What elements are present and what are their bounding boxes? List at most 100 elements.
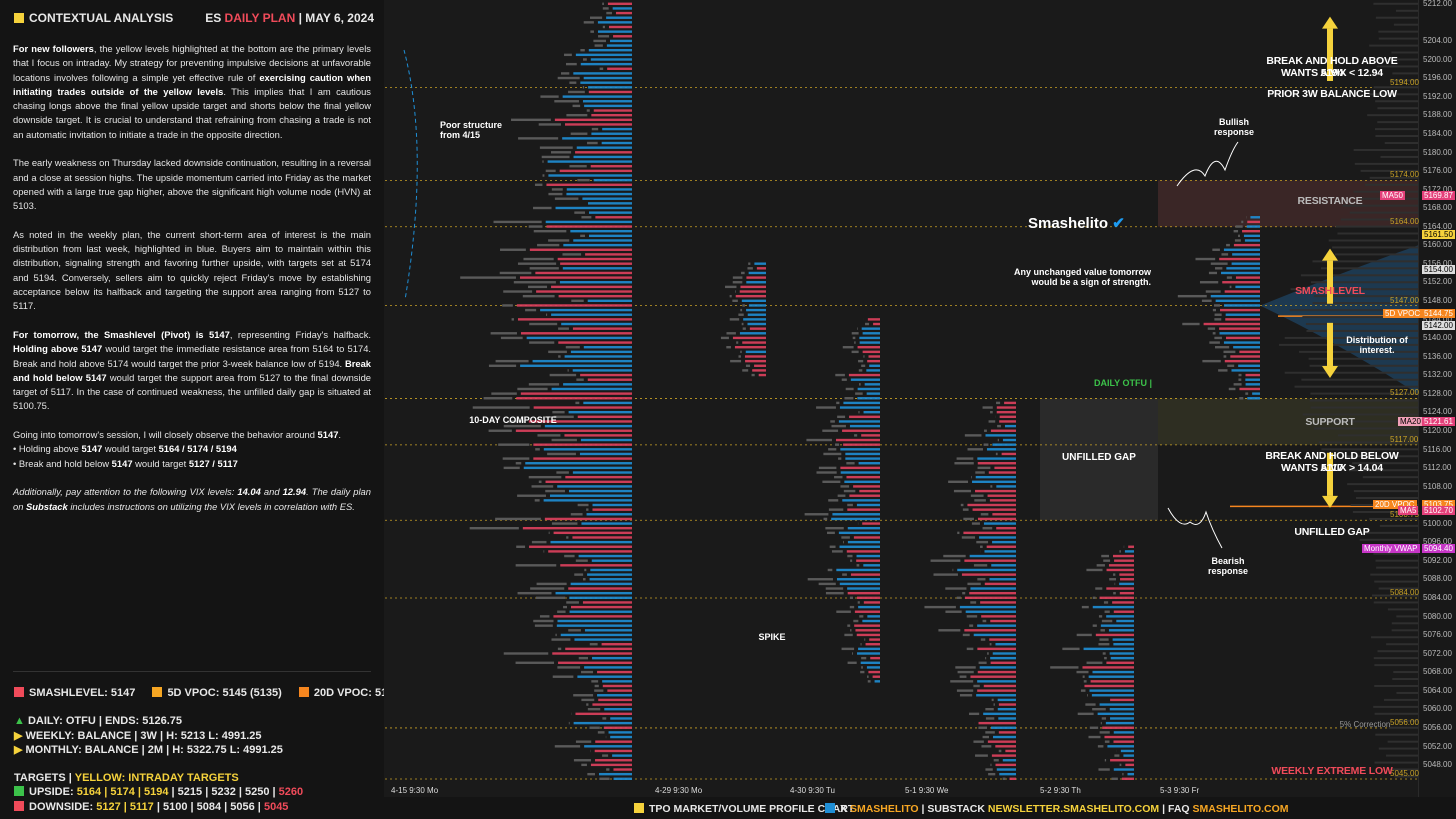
unchanged-note: Any unchanged value tomorrow would be a … (1013, 267, 1151, 287)
divider (13, 671, 371, 672)
axis-tick-label: 5192.00 (1423, 91, 1452, 101)
unfilled-gap-box-label: UNFILLED GAP (1062, 452, 1136, 463)
vpoc5-value: 5144.75 (1422, 309, 1455, 318)
break-below-note: BREAK AND HOLD BELOW 5117 (1265, 450, 1399, 474)
downside-row: DOWNSIDE: 5127 | 5117 | 5100 | 5084 | 50… (14, 801, 288, 813)
footer-social: X SMASHELITO | SUBSTACK NEWSLETTER.SMASH… (825, 803, 1289, 815)
key-level-label: 5147.00 (1390, 295, 1419, 305)
analysis-text: For new followers, the yellow levels hig… (13, 42, 371, 528)
paragraph-early-weakness: The early weakness on Thursday lacked do… (13, 157, 371, 212)
axis-tick-label: 5164.00 (1423, 221, 1452, 231)
verified-icon: ✔ (1112, 215, 1125, 232)
daily-otfu-label: DAILY OTFU | (1093, 378, 1153, 388)
ma50-value: 5169.87 (1422, 191, 1455, 200)
axis-tick-label: 5112.00 (1423, 463, 1452, 473)
axis-tick-label: 5108.00 (1423, 481, 1452, 491)
triangle-right-icon: ▶ (14, 730, 26, 742)
support-label: SUPPORT (1305, 416, 1355, 428)
axis-tick-label: 5204.00 (1423, 36, 1452, 46)
axis-tick-label: 5116.00 (1423, 444, 1452, 454)
monthly-row: ▶ MONTHLY: BALANCE | 2M | H: 5322.75 L: … (14, 744, 283, 756)
poor-structure-note: Poor structure from 4/15 (440, 120, 503, 140)
vix-below-note: WANTS A VIX < 12.94 (1281, 67, 1383, 79)
axis-tick-label: 5092.00 (1423, 555, 1452, 565)
session-date: 5-2 9:30 Th (1040, 786, 1081, 795)
price-tag: 5142.00 (1422, 321, 1455, 330)
green-square-icon (14, 786, 24, 796)
plan-title: ES DAILY PLAN | MAY 6, 2024 (205, 11, 374, 25)
bearish-note: Bearish response (1207, 556, 1249, 576)
triangle-up-icon: ▲ (14, 715, 28, 727)
axis-tick-label: 5152.00 (1423, 277, 1452, 287)
axis-tick-label: 5100.00 (1423, 518, 1452, 528)
axis-tick-label: 5072.00 (1423, 648, 1452, 658)
footer-tpo: TPO MARKET/VOLUME PROFILE CHART (634, 803, 854, 815)
key-level-label: 5117.00 (1390, 434, 1419, 444)
axis-tick-label: 5132.00 (1423, 370, 1452, 380)
key-level-label: 5084.00 (1390, 588, 1419, 597)
targets-row: TARGETS | YELLOW: INTRADAY TARGETS (14, 772, 239, 784)
price-tag: 5161.50 (1422, 230, 1455, 239)
session-date: 4-30 9:30 Tu (790, 786, 835, 795)
paragraph-tomorrow: Going into tomorrow's session, I will cl… (13, 429, 342, 469)
price-tag: 5154.00 (1422, 265, 1455, 274)
profile-chart-area (384, 0, 1456, 819)
red-square-icon (14, 801, 24, 811)
axis-tick-label: 5184.00 (1423, 128, 1452, 138)
monthly-vwap-value: 5094.40 (1422, 544, 1455, 553)
axis-tick-label: 5096.00 (1423, 537, 1452, 547)
ma5-value: 5102.70 (1422, 506, 1455, 515)
weekly-extreme-label: WEEKLY EXTREME LOW (1271, 765, 1393, 777)
axis-tick-label: 5124.00 (1423, 407, 1452, 417)
paragraph-new-followers: For new followers, the yellow levels hig… (13, 43, 371, 140)
ma20-tag: MA20 (1398, 417, 1423, 426)
axis-tick-label: 5064.00 (1423, 685, 1452, 695)
axis-tick-label: 5176.00 (1423, 166, 1452, 176)
axis-tick-label: 5080.00 (1423, 611, 1452, 621)
analysis-panel: CONTEXTUAL ANALYSIS ES DAILY PLAN | MAY … (0, 0, 399, 819)
bullish-note: Bullish response (1213, 117, 1255, 137)
axis-tick-label: 5196.00 (1423, 73, 1452, 83)
axis-tick-label: 5200.00 (1423, 54, 1452, 64)
monthly-vwap-tag: Monthly VWAP (1362, 544, 1420, 553)
axis-tick-label: 5128.00 (1423, 388, 1452, 398)
paragraph-smashlevel: For tomorrow, the Smashlevel (Pivot) is … (13, 328, 372, 412)
orange-square-icon (152, 687, 163, 697)
panel-title: CONTEXTUAL ANALYSIS (29, 11, 174, 25)
prior-balance-note: PRIOR 3W BALANCE LOW (1267, 88, 1397, 100)
axis-tick-label: 5156.00 (1423, 258, 1452, 268)
session-date: 4-29 9:30 Mo (655, 786, 703, 795)
session-date: 5-3 9:30 Fr (1160, 786, 1200, 795)
key-level-label: 5174.00 (1390, 170, 1419, 180)
brand-logo: Smashelito ✔ (1028, 215, 1125, 232)
upside-row: UPSIDE: 5164 | 5174 | 5194 | 5215 | 5232… (14, 786, 303, 798)
x-handle-link[interactable]: SMASHELITO (849, 803, 919, 815)
axis-tick-label: 5168.00 (1423, 203, 1452, 213)
composite-label: 10-DAY COMPOSITE (469, 415, 557, 425)
footer-bar (384, 797, 1456, 819)
axis-tick-label: 5048.00 (1423, 760, 1452, 770)
axis-tick-label: 5060.00 (1423, 704, 1452, 714)
faq-link[interactable]: SMASHELITO.COM (1192, 803, 1289, 815)
axis-tick-label: 5148.00 (1423, 296, 1452, 305)
spike-label: SPIKE (758, 632, 786, 642)
ma50-tag: MA50 (1380, 191, 1405, 200)
key-level-label: 5127.00 (1390, 388, 1419, 398)
session-date: 4-15 9:30 Mo (391, 786, 439, 795)
axis-tick-label: 5144.00 (1423, 314, 1452, 324)
vpoc20-tag: 20D VPOC (1373, 500, 1417, 509)
ma5-tag: MA5 (1398, 506, 1419, 515)
vpoc5-tag: 5D VPOC (1383, 309, 1423, 318)
orange-square-icon (298, 687, 309, 697)
axis-tick-label: 5172.00 (1423, 184, 1452, 194)
axis-tick-label: 5180.00 (1423, 147, 1452, 157)
red-square-icon (14, 687, 24, 697)
newsletter-link[interactable]: NEWSLETTER.SMASHELITO.COM (987, 803, 1160, 815)
axis-tick-label: 5212.00 (1423, 0, 1452, 8)
distribution-note: Distribution of interest. (1346, 335, 1408, 355)
axis-tick-label: 5188.00 (1423, 110, 1452, 120)
paragraph-vix: Additionally, pay attention to the follo… (13, 486, 371, 512)
paragraph-weekly-plan: As noted in the weekly plan, the current… (13, 228, 371, 312)
vpoc20-value: 5103.75 (1422, 500, 1455, 509)
weekly-row: ▶ WEEKLY: BALANCE | 3W | H: 5213 L: 4991… (14, 730, 262, 742)
